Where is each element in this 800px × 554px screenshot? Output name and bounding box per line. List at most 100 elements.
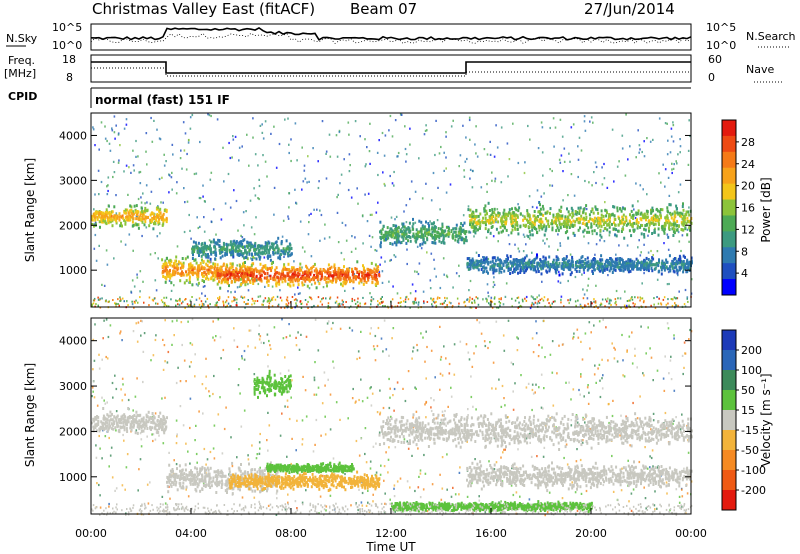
band-cell xyxy=(613,265,616,269)
band-cell xyxy=(208,266,211,270)
ground-cell xyxy=(671,298,673,301)
band-cell xyxy=(619,207,622,211)
noise-cell xyxy=(170,176,173,179)
noise-cell xyxy=(142,192,144,195)
noise-cell xyxy=(563,147,566,150)
ground-cell xyxy=(187,304,190,307)
band-cell xyxy=(186,255,189,259)
ground-cell xyxy=(677,304,679,307)
ground-cell xyxy=(567,299,569,302)
ground-cell xyxy=(308,296,311,299)
noise-cell xyxy=(357,202,359,205)
band-cell xyxy=(516,228,519,231)
band-cell xyxy=(289,247,292,251)
noise-cell xyxy=(642,188,644,191)
noise-cell xyxy=(282,219,285,222)
band-cell xyxy=(418,235,420,239)
ground-cell xyxy=(626,306,628,309)
band-cell xyxy=(181,263,184,267)
band-cell xyxy=(610,260,613,264)
band-cell xyxy=(159,211,162,215)
band-cell xyxy=(686,216,689,220)
noise-cell xyxy=(139,290,141,293)
noise-cell xyxy=(261,131,264,134)
band-cell xyxy=(94,212,97,216)
band-cell xyxy=(266,268,269,272)
noise-cell xyxy=(310,212,312,215)
band-cell xyxy=(644,228,647,232)
band-cell xyxy=(685,260,688,264)
band-cell xyxy=(605,209,608,213)
band-cell xyxy=(129,209,132,213)
band-cell xyxy=(542,260,545,264)
band-cell xyxy=(567,223,570,227)
noise-cell xyxy=(146,201,148,204)
band-cell xyxy=(261,246,264,250)
band-cell xyxy=(308,278,311,282)
band-cell xyxy=(354,277,357,281)
band-cell xyxy=(663,262,666,266)
band-cell xyxy=(680,263,683,267)
band-cell xyxy=(339,269,342,272)
ground-cell xyxy=(287,302,290,305)
nsky-trace xyxy=(90,26,692,41)
ground-cell xyxy=(533,298,535,301)
band-cell xyxy=(588,213,591,217)
noise-cell xyxy=(592,121,594,124)
ground-cell xyxy=(193,305,196,308)
noise-cell xyxy=(672,140,675,143)
band-cell xyxy=(528,263,531,267)
noise-cell xyxy=(458,264,460,267)
band-cell xyxy=(585,204,588,208)
band-cell xyxy=(431,230,434,234)
band-cell xyxy=(306,284,309,288)
ground-cell xyxy=(97,298,100,301)
band-cell xyxy=(656,215,659,219)
noise-cell xyxy=(449,183,452,186)
noise-cell xyxy=(259,124,262,127)
noise-cell xyxy=(380,256,383,259)
band-cell xyxy=(484,216,487,220)
band-cell xyxy=(544,261,547,264)
band-cell xyxy=(544,256,547,260)
ground-cell xyxy=(295,304,298,307)
noise-cell xyxy=(440,498,443,501)
noise-cell xyxy=(570,173,573,176)
band-cell xyxy=(402,222,405,226)
noise-cell xyxy=(587,277,590,280)
ground-cell xyxy=(307,300,309,303)
noise-cell xyxy=(400,113,403,116)
band-cell xyxy=(287,262,290,266)
band-cell xyxy=(556,226,559,230)
band-cell xyxy=(538,220,541,223)
band-cell xyxy=(390,231,393,235)
band-cell xyxy=(687,262,690,266)
band-cell xyxy=(684,213,687,217)
noise-cell xyxy=(268,274,271,277)
band-cell xyxy=(226,273,229,277)
band-cell xyxy=(301,283,304,287)
band-cell xyxy=(441,225,444,229)
band-cell xyxy=(552,262,555,266)
band-cell xyxy=(549,262,552,266)
noise-cell xyxy=(347,121,350,124)
noise-cell xyxy=(362,242,364,245)
band-cell xyxy=(467,267,470,271)
ground-cell xyxy=(634,296,636,299)
band-cell xyxy=(432,236,435,240)
band-cell xyxy=(538,262,541,266)
band-cell xyxy=(354,267,357,271)
band-cell xyxy=(499,264,502,268)
band-cell xyxy=(646,212,649,215)
band-cell xyxy=(135,210,137,214)
band-cell xyxy=(239,277,242,281)
ground-cell xyxy=(653,297,655,300)
band-cell xyxy=(593,216,596,220)
band-cell xyxy=(225,265,228,269)
band-cell xyxy=(106,215,109,219)
band-cell xyxy=(349,280,351,284)
band-cell xyxy=(682,228,685,232)
ground-cell xyxy=(299,300,301,303)
band-cell xyxy=(496,264,499,267)
band-cell xyxy=(510,220,513,224)
